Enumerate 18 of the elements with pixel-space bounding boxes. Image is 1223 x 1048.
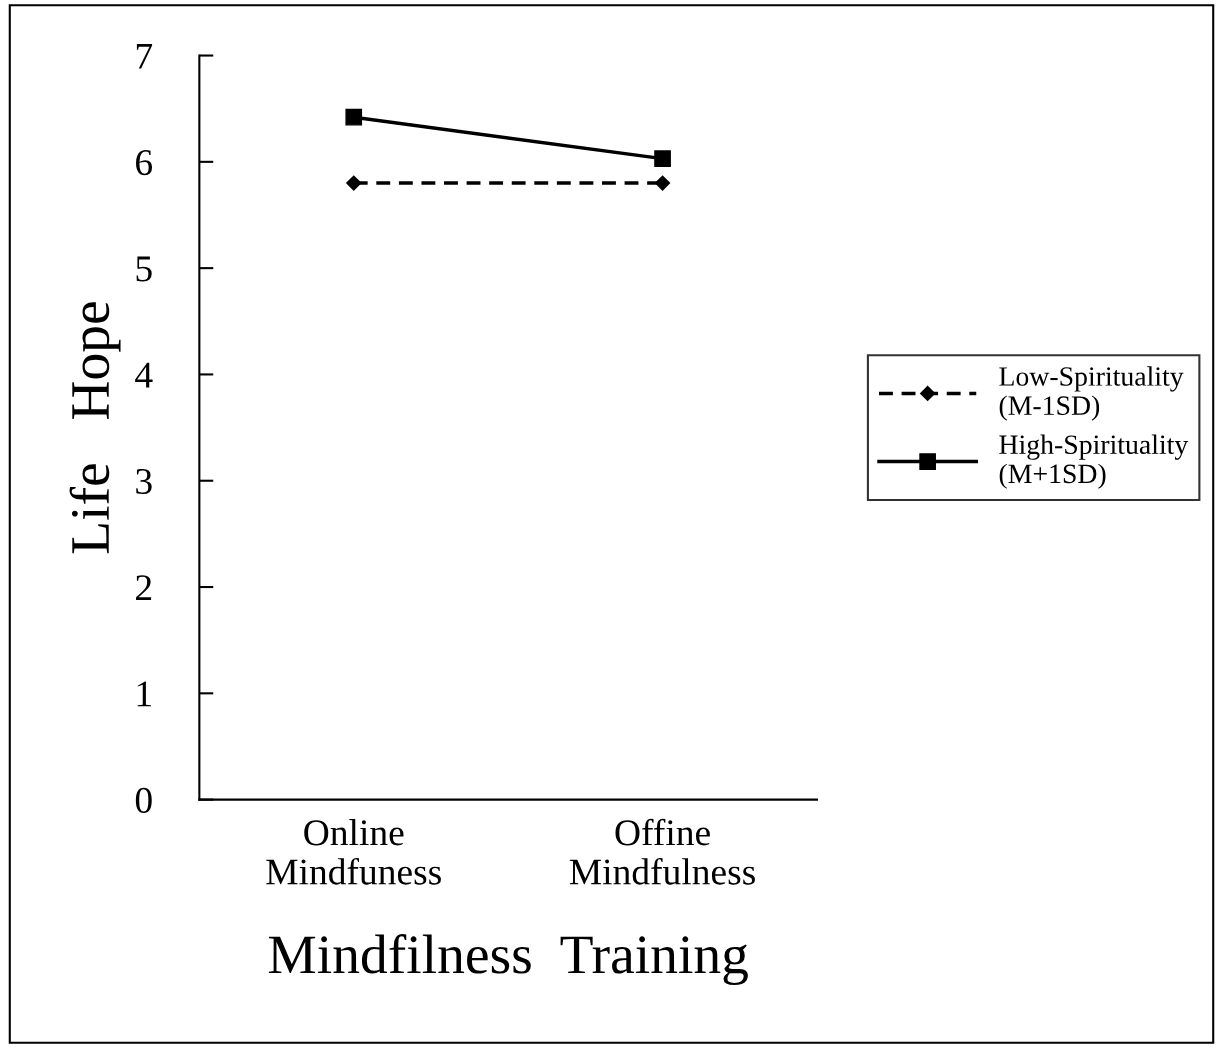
- point: [654, 150, 671, 167]
- y-axis-title: Life Hope: [69, 302, 121, 554]
- point: [654, 175, 671, 191]
- y-tick-label: 2: [136, 575, 152, 601]
- y-tick-label: 0: [135, 787, 152, 813]
- x-tick-label: Online Mindfuness: [266, 819, 441, 885]
- legend-label: Low-Spirituality (M-1SD): [999, 366, 1184, 421]
- point: [346, 175, 362, 191]
- y-tick-label: 5: [136, 256, 152, 282]
- y-tick-label: 3: [136, 468, 152, 495]
- y-tick-label: 6: [136, 150, 153, 176]
- legend-label: High-Spirituality (M+1SD): [999, 434, 1189, 489]
- x-tick-label: Offine Mindfulness: [569, 818, 755, 885]
- y-tick-label: 4: [135, 362, 153, 388]
- y-tick-label: 7: [136, 44, 153, 69]
- y-tick-label: 1: [137, 681, 151, 707]
- point: [345, 108, 363, 126]
- x-axis-title: Mindfilness Training: [268, 933, 748, 986]
